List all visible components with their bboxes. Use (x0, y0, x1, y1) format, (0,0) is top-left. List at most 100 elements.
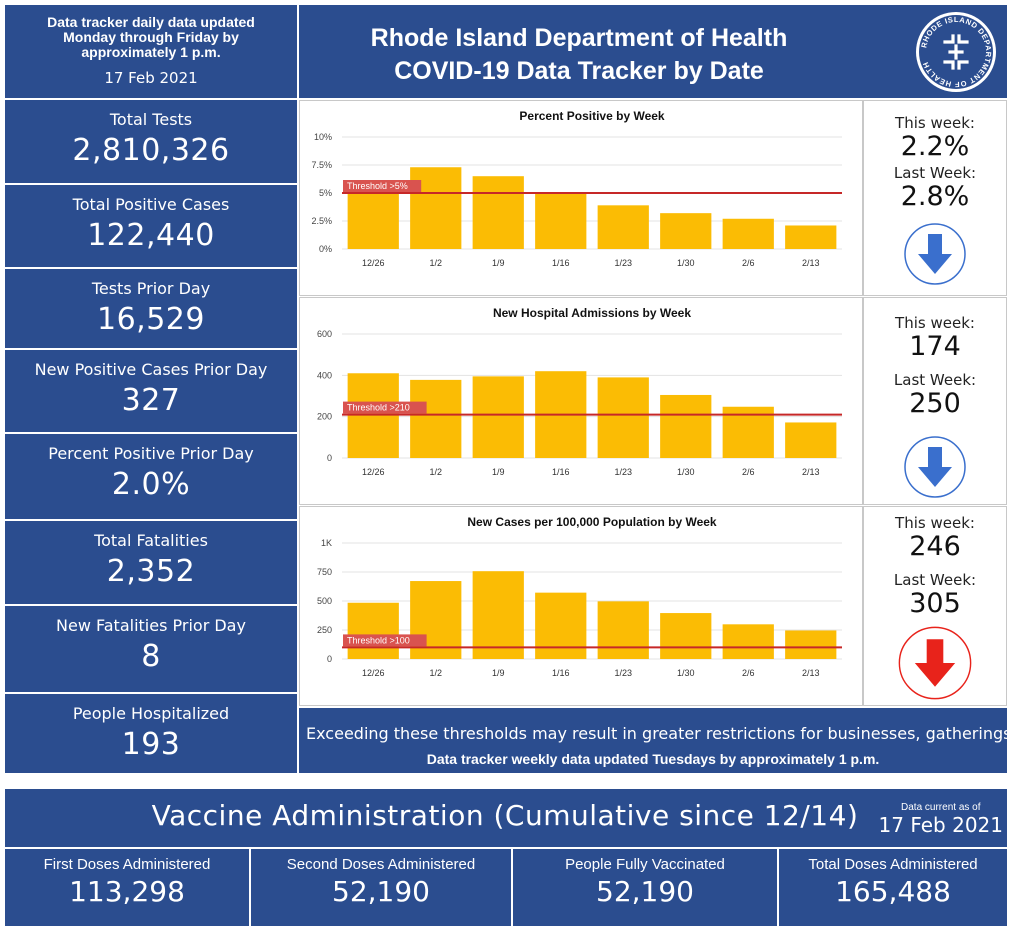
stat-value: 2.0% (111, 467, 191, 502)
vaccine-label: Total Doses Administered (808, 856, 978, 873)
bar (472, 571, 524, 659)
vaccine-label: Second Doses Administered (286, 856, 476, 873)
x-tick-label: 1/2 (429, 467, 442, 477)
vaccine-value: 52,190 (332, 875, 430, 908)
weekly-new-cases-panel: This week: 246 Last Week: 305 (863, 506, 1007, 706)
last-week-label: Last Week: (893, 164, 977, 182)
threshold-label-bg (343, 634, 427, 647)
bar (410, 379, 462, 458)
weekly-percent-positive-panel: This week: 2.2% Last Week: 2.8% (863, 100, 1007, 296)
this-week-value: 2.2% (900, 131, 970, 162)
stat-total-tests: Total Tests 2,810,326 (5, 100, 297, 183)
page-title-line2: COVID-19 Data Tracker by Date (394, 57, 764, 85)
last-week-value: 2.8% (900, 181, 970, 212)
x-tick-label: 1/9 (492, 467, 505, 477)
x-tick-label: 1/30 (677, 467, 695, 477)
vaccine-value: 113,298 (69, 875, 185, 908)
y-tick-label: 200 (317, 412, 332, 422)
stat-people-hospitalized: People Hospitalized 193 (5, 694, 297, 773)
chart-title: Percent Positive by Week (519, 109, 665, 123)
data-current-date: 17 Feb 2021 (878, 813, 1003, 837)
x-tick-label: 12/26 (362, 467, 385, 477)
bar (785, 225, 837, 249)
vaccine-title: Vaccine Administration (Cumulative since… (151, 799, 859, 832)
x-tick-label: 1/30 (677, 258, 695, 268)
stat-total-positive-cases: Total Positive Cases 122,440 (5, 185, 297, 267)
stat-label: New Positive Cases Prior Day (34, 360, 268, 379)
bar (347, 185, 399, 249)
stat-value: 327 (121, 383, 181, 418)
threshold-label: Threshold >5% (347, 181, 408, 191)
page-title: Rhode Island Department of Health COVID-… (299, 22, 859, 88)
x-tick-label: 1/16 (552, 467, 570, 477)
last-week-label: Last Week: (893, 371, 977, 389)
threshold-label-bg (343, 401, 427, 414)
header-update-panel: Data tracker daily data updated Monday t… (5, 5, 297, 98)
stat-new-fatalities-prior-day: New Fatalities Prior Day 8 (5, 606, 297, 692)
threshold-message: Exceeding these thresholds may result in… (306, 724, 1007, 743)
x-tick-label: 1/23 (614, 467, 632, 477)
stat-label: Total Tests (109, 110, 193, 129)
y-tick-label: 5% (319, 188, 332, 198)
x-tick-label: 1/2 (429, 258, 442, 268)
bar (597, 205, 649, 249)
bar (660, 394, 712, 458)
y-tick-label: 2.5% (311, 216, 332, 226)
y-tick-label: 7.5% (311, 160, 332, 170)
stat-value: 2,352 (106, 554, 196, 589)
weekly-hospital-admissions-panel: This week: 174 Last Week: 250 (863, 297, 1007, 505)
y-tick-label: 10% (314, 132, 332, 142)
ri-health-logo-icon: RHODE ISLAND DEPARTMENT OF HEALTH (916, 12, 996, 92)
stat-value: 16,529 (97, 302, 205, 337)
stat-value: 2,810,326 (72, 133, 230, 168)
this-week-value: 246 (909, 531, 961, 562)
vaccine-second-doses: Second Doses Administered 52,190 (251, 849, 511, 926)
chart-title: New Cases per 100,000 Population by Week (467, 515, 717, 529)
vaccine-value: 52,190 (596, 875, 694, 908)
x-tick-label: 1/2 (429, 668, 442, 678)
data-current-box: Data current as of 17 Feb 2021 (879, 802, 1003, 837)
stat-value: 8 (141, 639, 161, 674)
stat-value: 122,440 (87, 218, 215, 253)
bar (472, 376, 524, 458)
x-tick-label: 12/26 (362, 258, 385, 268)
y-tick-label: 500 (317, 596, 332, 606)
stat-label: Tests Prior Day (91, 279, 211, 298)
chart-hospital-admissions: New Hospital Admissions by Week 0 200 400 60… (317, 306, 842, 477)
bar (785, 630, 837, 659)
x-tick-label: 1/9 (492, 668, 505, 678)
x-tick-label: 1/23 (614, 258, 632, 268)
trend-down-arrow-icon (904, 223, 966, 285)
x-tick-label: 1/23 (614, 668, 632, 678)
weekly-update-note: Data tracker weekly data updated Tuesday… (426, 751, 880, 767)
y-tick-label: 0% (319, 244, 332, 254)
y-tick-label: 250 (317, 625, 332, 635)
stat-label: New Fatalities Prior Day (56, 616, 246, 635)
page-title-line1: Rhode Island Department of Health (370, 24, 788, 52)
bar (660, 613, 712, 659)
bar (535, 592, 587, 659)
header-title-panel: Rhode Island Department of Health COVID-… (299, 5, 1007, 98)
vaccine-total-doses: Total Doses Administered 165,488 (779, 849, 1007, 926)
trend-down-arrow-icon (898, 626, 972, 700)
x-tick-label: 2/6 (742, 467, 755, 477)
y-tick-label: 1K (321, 538, 332, 548)
x-tick-label: 2/13 (802, 668, 820, 678)
stat-total-fatalities: Total Fatalities 2,352 (5, 521, 297, 604)
chart-percent-positive: Percent Positive by Week 0% 2.5% 5% 7.5% 10% 1… (311, 109, 842, 268)
stat-tests-prior-day: Tests Prior Day 16,529 (5, 269, 297, 348)
daily-update-note: Data tracker daily data updated Monday t… (47, 14, 255, 60)
y-tick-label: 750 (317, 567, 332, 577)
bar (597, 601, 649, 659)
x-tick-label: 2/6 (742, 668, 755, 678)
stat-label: People Hospitalized (72, 704, 230, 723)
x-tick-label: 2/6 (742, 258, 755, 268)
x-tick-label: 1/16 (552, 258, 570, 268)
this-week-label: This week: (895, 114, 975, 132)
this-week-label: This week: (895, 514, 975, 532)
chart-percent-positive-panel: Percent Positive by Week 0% 2.5% 5% 7.5% 10% 1… (299, 100, 863, 296)
bar (347, 373, 399, 458)
chart-title: New Hospital Admissions by Week (493, 306, 691, 320)
bar (660, 213, 712, 249)
trend-down-arrow-icon (904, 436, 966, 498)
